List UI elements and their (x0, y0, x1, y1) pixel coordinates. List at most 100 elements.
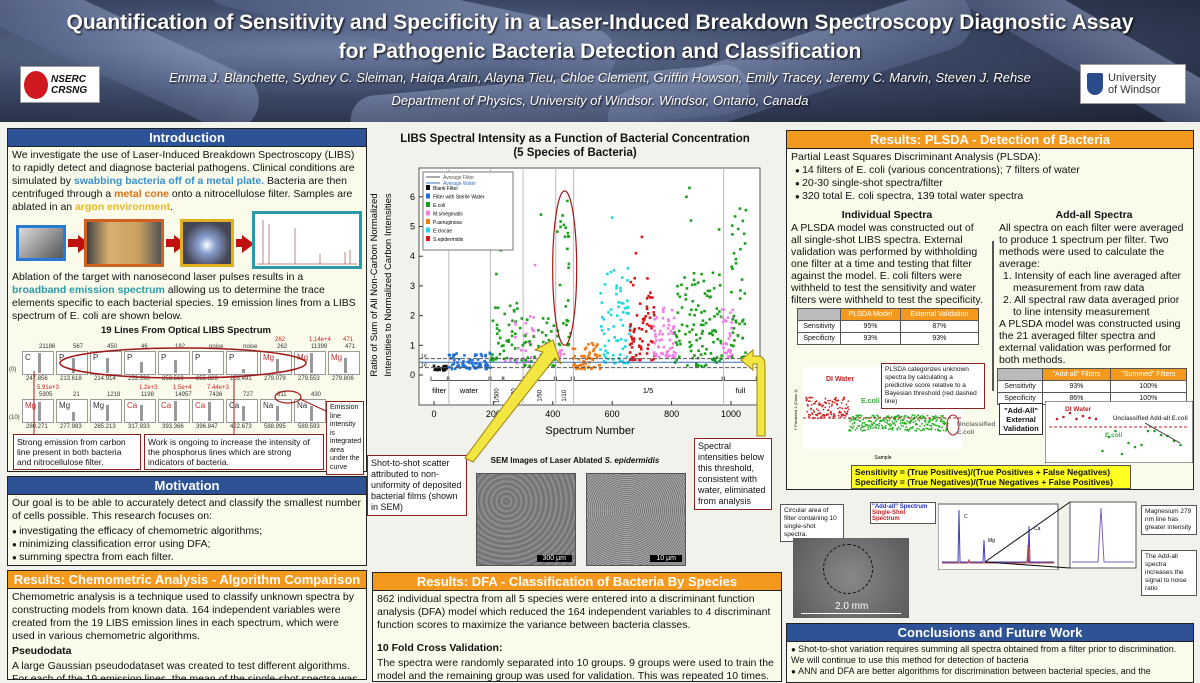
data-point (727, 337, 731, 340)
data-point (442, 364, 446, 368)
element-label: C (25, 353, 31, 362)
y-tick-label: 5 (410, 222, 415, 232)
data-point (942, 429, 945, 432)
scale-bar (801, 612, 901, 614)
data-point (495, 356, 499, 360)
data-point (730, 355, 734, 359)
element-label: Mg (25, 401, 37, 410)
data-point (904, 429, 906, 431)
data-point (567, 266, 570, 269)
data-point (470, 362, 474, 365)
data-point (929, 420, 932, 422)
data-point (498, 336, 502, 340)
data-point (885, 418, 888, 421)
data-point (730, 290, 733, 294)
list-item: investigating the efficacy of chemometri… (12, 525, 362, 538)
data-point (586, 355, 590, 358)
data-point (941, 421, 944, 423)
add-all-spectrum-line (942, 509, 1054, 563)
data-point (729, 354, 732, 358)
data-point (935, 420, 938, 423)
data-point (811, 413, 814, 416)
data-point (462, 363, 466, 367)
data-point (891, 428, 894, 431)
university-of-windsor-logo: University of Windsor (1080, 64, 1186, 104)
data-point (586, 365, 590, 369)
data-point (905, 422, 908, 425)
plot-frame (1045, 401, 1193, 463)
add-all-results-table: "Add-all" Filters "Summed" Filters Sensiti… (996, 368, 1188, 405)
data-point (634, 354, 638, 357)
data-point (491, 319, 495, 323)
data-point (880, 424, 883, 427)
data-point (561, 214, 564, 217)
data-point (500, 344, 504, 348)
data-point (571, 347, 575, 351)
table-cell: Sensitivity (796, 320, 842, 333)
data-point (592, 347, 596, 351)
data-point (863, 421, 866, 424)
data-point (711, 333, 715, 337)
data-point (708, 317, 712, 321)
data-point (929, 424, 932, 427)
data-point (810, 407, 813, 410)
data-point (679, 342, 682, 346)
data-point (443, 368, 447, 371)
data-point (862, 418, 865, 421)
data-point (602, 353, 606, 356)
crsng-logo-text: CRSNG (51, 84, 88, 96)
data-point (653, 342, 656, 345)
x-axis-label: Sample (875, 455, 892, 461)
data-point (667, 319, 671, 323)
data-point (532, 316, 536, 319)
emission-line-plot: Mg (328, 351, 360, 375)
data-point (677, 329, 681, 333)
data-point (722, 308, 726, 311)
plsda-intro: Partial Least Squares Discriminant Analy… (791, 151, 1041, 163)
yellow-arrow-icon (464, 339, 562, 463)
emission-line-plot: Na (294, 399, 326, 423)
intensity-value: 567 (73, 344, 84, 350)
intensity-value: 1198 (141, 392, 154, 398)
y-axis-label: Ratio of Sum of All Non-Carbon Normalize… (369, 193, 380, 376)
data-point (869, 427, 872, 430)
segment-label: water (459, 386, 479, 395)
data-point (582, 355, 585, 358)
data-point (827, 409, 830, 411)
segment-bracket (430, 376, 448, 381)
data-point (461, 364, 464, 367)
data-point (1062, 415, 1065, 419)
data-point (926, 427, 929, 430)
data-point (861, 430, 864, 432)
uw-logo-subtext: of Windsor (1108, 84, 1161, 96)
data-point (700, 332, 704, 335)
data-point (695, 364, 698, 367)
data-point (607, 339, 611, 343)
data-point (942, 414, 944, 417)
emission-line-plot: P (226, 351, 258, 375)
data-point (655, 339, 658, 342)
data-point (859, 420, 862, 422)
data-point (722, 346, 725, 350)
data-point (843, 396, 846, 399)
data-point (660, 351, 663, 355)
table-cell: Sensitivity (996, 380, 1044, 393)
data-point (624, 339, 627, 342)
table-row: Sensitivity 93% 100% (996, 380, 1188, 393)
data-point (542, 340, 545, 344)
data-point (713, 360, 717, 363)
data-point (875, 426, 878, 429)
data-point (870, 420, 873, 423)
data-point (507, 323, 511, 327)
data-point (541, 331, 544, 334)
data-point (652, 325, 656, 328)
chart-subtitle: (5 Species of Bacteria) (513, 147, 637, 159)
sensitivity-formula: Sensitivity = (True Positives)/(True Pos… (855, 467, 1111, 477)
data-point (652, 351, 656, 354)
data-point (833, 401, 836, 404)
data-point (837, 399, 840, 402)
legend-single-shot: Single-Shot Spectrum (872, 510, 906, 522)
data-point (661, 352, 665, 356)
wavelength-label: 588.995 (264, 424, 286, 430)
data-point (683, 276, 686, 279)
